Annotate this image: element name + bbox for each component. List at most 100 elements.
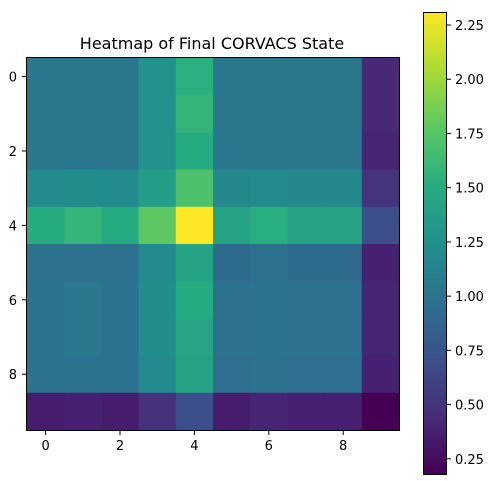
heatmap-cell xyxy=(101,392,140,431)
heatmap-cell xyxy=(361,355,400,394)
colorbar-ticks: 0.25 0.50 0.75 1.00 1.25 1.50 1.75 2.00 2.25 xyxy=(446,19,484,468)
heatmap-cell xyxy=(324,244,363,282)
heatmap-cell xyxy=(27,281,65,319)
heatmap-cell xyxy=(250,355,288,394)
heatmap-cell xyxy=(101,132,140,171)
heatmap-cell xyxy=(101,58,140,96)
y-tick-label: 6 xyxy=(9,294,17,309)
heatmap-cell xyxy=(361,132,400,171)
heatmap-cell xyxy=(27,132,65,171)
heatmap-cell xyxy=(361,392,400,431)
heatmap-cell xyxy=(101,355,140,394)
heatmap-cell xyxy=(213,58,251,96)
heatmap-cell xyxy=(213,355,251,394)
heatmap-cell xyxy=(213,95,251,133)
colorbar-tick-label: 1.50 xyxy=(455,182,484,197)
heatmap-cell xyxy=(138,355,177,394)
colorbar-tick-label: 1.25 xyxy=(455,236,484,251)
heatmap-cell xyxy=(213,318,251,357)
heatmap-frame xyxy=(26,57,400,431)
x-tick-label: 0 xyxy=(41,439,49,454)
y-axis-ticks: 0 2 4 6 8 xyxy=(9,71,27,383)
x-tick-label: 6 xyxy=(265,439,273,454)
heatmap-cell xyxy=(287,169,326,208)
heatmap-cell xyxy=(27,169,65,208)
heatmap-cell xyxy=(27,206,65,245)
heatmap-cell xyxy=(101,281,140,319)
heatmap-cell xyxy=(213,169,251,208)
colorbar xyxy=(423,12,446,474)
heatmap-cell xyxy=(138,132,177,171)
heatmap-cell xyxy=(250,244,288,282)
heatmap-cell xyxy=(324,206,363,245)
heatmap-cell xyxy=(361,169,400,208)
heatmap-cell xyxy=(324,281,363,319)
heatmap-cell xyxy=(287,58,326,96)
heatmap-cell xyxy=(287,132,326,171)
heatmap-cell xyxy=(250,58,288,96)
heatmap-cell xyxy=(287,244,326,282)
heatmap-cell xyxy=(250,206,288,245)
heatmap-cell xyxy=(27,244,65,282)
heatmap-cell xyxy=(138,244,177,282)
heatmap-cell xyxy=(138,58,177,96)
x-tick-label: 8 xyxy=(339,439,347,454)
heatmap-cell xyxy=(27,58,65,96)
heatmap-cell xyxy=(101,206,140,245)
heatmap-cell xyxy=(250,132,288,171)
heatmap-cell xyxy=(64,281,102,319)
heatmap-cell xyxy=(64,355,102,394)
heatmap-cell xyxy=(213,132,251,171)
heatmap-cell xyxy=(175,95,214,133)
heatmap-cell xyxy=(287,281,326,319)
heatmap-cell xyxy=(250,392,288,431)
heatmap-cell xyxy=(138,95,177,133)
heatmap-cell xyxy=(101,244,140,282)
heatmap-cell xyxy=(27,392,65,431)
colorbar-tick-label: 0.75 xyxy=(455,344,484,359)
x-tick-label: 4 xyxy=(190,439,198,454)
heatmap-cell xyxy=(324,132,363,171)
heatmap-cell xyxy=(250,95,288,133)
heatmap-cell xyxy=(361,206,400,245)
heatmap-cell xyxy=(287,355,326,394)
heatmap-cell xyxy=(27,95,65,133)
heatmap-cell xyxy=(324,95,363,133)
heatmap-cell xyxy=(64,95,102,133)
y-tick-label: 4 xyxy=(9,219,17,234)
heatmap-cell xyxy=(175,318,214,357)
heatmap-cell xyxy=(138,392,177,431)
heatmap-cell xyxy=(213,244,251,282)
heatmap-cell xyxy=(324,392,363,431)
colorbar-frame xyxy=(423,12,447,475)
heatmap-cell xyxy=(175,58,214,96)
heatmap-cell xyxy=(138,169,177,208)
heatmap-cell xyxy=(138,318,177,357)
heatmap-cell xyxy=(27,355,65,394)
heatmap-cell xyxy=(138,281,177,319)
heatmap-cell xyxy=(287,206,326,245)
heatmap-cell xyxy=(175,206,214,245)
heatmap-cell xyxy=(213,281,251,319)
heatmap-cell xyxy=(324,318,363,357)
heatmap-cell xyxy=(250,169,288,208)
heatmap-cell xyxy=(287,392,326,431)
heatmap-cell xyxy=(101,95,140,133)
heatmap-cell xyxy=(101,318,140,357)
colorbar-tick-label: 2.00 xyxy=(455,73,484,88)
heatmap-cell xyxy=(64,244,102,282)
heatmap-cell xyxy=(64,392,102,431)
heatmap-cell xyxy=(250,318,288,357)
heatmap-cell xyxy=(175,169,214,208)
heatmap-cell xyxy=(175,355,214,394)
colorbar-tick-label: 1.00 xyxy=(455,290,484,305)
heatmap-cell xyxy=(64,169,102,208)
heatmap-cell xyxy=(324,169,363,208)
heatmap-cell xyxy=(361,318,400,357)
colorbar-tick-label: 0.50 xyxy=(455,399,484,414)
colorbar-tick-label: 2.25 xyxy=(455,19,484,34)
chart-title: Heatmap of Final CORVACS State xyxy=(80,34,344,53)
heatmap-cell xyxy=(64,318,102,357)
heatmap-cell xyxy=(27,318,65,357)
